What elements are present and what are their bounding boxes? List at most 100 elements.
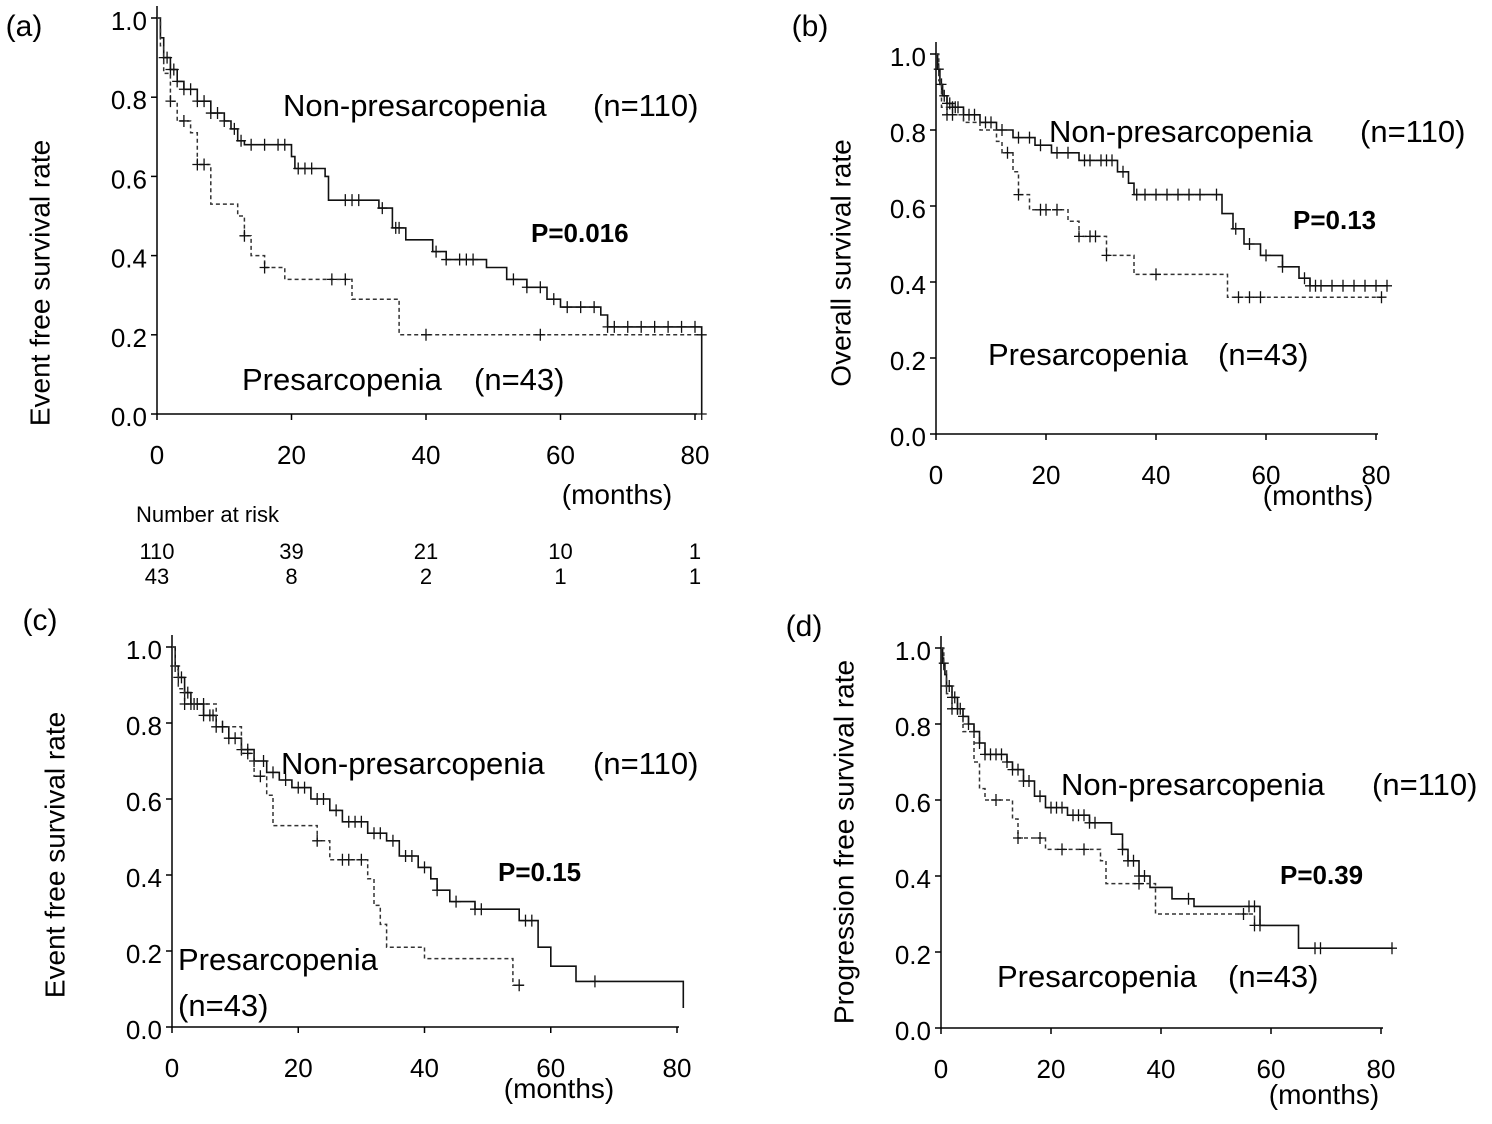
presarcopenia-label: Presarcopenia bbox=[997, 959, 1198, 994]
censor-mark bbox=[239, 229, 250, 242]
censor-mark bbox=[198, 698, 209, 710]
censor-mark bbox=[179, 698, 190, 710]
censor-mark bbox=[1139, 870, 1150, 882]
censor-mark bbox=[1079, 843, 1089, 856]
x-axis-label: (months) bbox=[1263, 480, 1373, 511]
non-presarcopenia-label: Non-presarcopenia bbox=[1061, 767, 1325, 802]
censor-mark bbox=[356, 853, 367, 866]
x-axis-label: (months) bbox=[562, 479, 672, 510]
censor-mark bbox=[340, 273, 351, 286]
x-axis-label: (months) bbox=[504, 1073, 614, 1104]
censor-mark bbox=[1052, 146, 1062, 159]
censor-mark bbox=[255, 770, 266, 783]
censor-mark bbox=[1013, 832, 1023, 844]
censor-mark bbox=[268, 766, 278, 779]
censor-mark bbox=[468, 253, 479, 266]
censor-mark bbox=[1035, 790, 1045, 803]
risk-table-title: Number at risk bbox=[136, 502, 280, 527]
censor-mark bbox=[168, 63, 179, 76]
censor-mark bbox=[1134, 877, 1144, 890]
y-tick-label: 0.6 bbox=[890, 194, 926, 224]
censor-mark bbox=[1151, 188, 1161, 201]
censor-mark bbox=[1162, 188, 1172, 201]
censor-mark bbox=[1085, 154, 1095, 167]
x-tick-label: 40 bbox=[1147, 1054, 1176, 1084]
censor-mark bbox=[1024, 775, 1034, 787]
risk-table-cell: 1 bbox=[554, 564, 566, 589]
censor-mark bbox=[212, 107, 223, 120]
x-tick-label: 40 bbox=[1142, 460, 1171, 490]
risk-table-cell: 10 bbox=[548, 539, 572, 564]
censor-mark bbox=[387, 834, 398, 847]
censor-mark bbox=[649, 320, 660, 333]
p-value: P=0.13 bbox=[1293, 205, 1376, 235]
presarcopenia-curve bbox=[941, 647, 1260, 927]
censor-mark bbox=[939, 89, 950, 102]
non-presarcopenia-n: (n=110) bbox=[1360, 114, 1465, 149]
censor-mark bbox=[441, 253, 452, 266]
non-presarcopenia-n: (n=110) bbox=[593, 746, 698, 781]
censor-mark bbox=[696, 408, 707, 420]
censor-mark bbox=[676, 320, 687, 333]
censor-mark bbox=[199, 95, 210, 108]
y-tick-label: 0.0 bbox=[126, 1015, 162, 1045]
y-tick-label: 1.0 bbox=[126, 635, 162, 665]
censor-mark bbox=[236, 134, 247, 147]
censor-mark bbox=[1360, 279, 1370, 292]
censor-mark bbox=[1002, 756, 1012, 768]
risk-table-cell: 8 bbox=[285, 564, 297, 589]
y-tick-label: 0.2 bbox=[895, 940, 931, 970]
censor-mark bbox=[279, 138, 290, 151]
censor-mark bbox=[1230, 222, 1241, 235]
censor-mark bbox=[696, 328, 707, 341]
risk-table-cell: 2 bbox=[420, 564, 432, 589]
censor-mark bbox=[230, 732, 241, 745]
panel-c: (c) 0.0 0.2 0.4 0.6 0.8 1.0 0 20 40 60 80 (months) Ev… bbox=[23, 604, 699, 1104]
censor-mark bbox=[996, 748, 1007, 761]
y-tick-label: 0.8 bbox=[126, 711, 162, 741]
censor-mark bbox=[548, 293, 559, 306]
censor-mark bbox=[406, 850, 417, 862]
panel-label: (a) bbox=[6, 10, 43, 43]
censor-mark bbox=[535, 328, 546, 341]
censor-mark bbox=[299, 781, 310, 794]
risk-table-cell: 43 bbox=[145, 564, 169, 589]
risk-table-cell: 1 bbox=[689, 564, 701, 589]
censor-mark bbox=[1173, 188, 1183, 201]
presarcopenia-curve bbox=[172, 646, 526, 986]
censor-mark bbox=[217, 720, 228, 733]
x-tick-label: 20 bbox=[1032, 460, 1061, 490]
censor-mark bbox=[589, 301, 600, 314]
censor-mark bbox=[562, 301, 573, 314]
censor-mark bbox=[1118, 165, 1128, 178]
censor-mark bbox=[1244, 238, 1255, 250]
y-tick-label: 0.6 bbox=[111, 164, 147, 194]
censor-mark bbox=[1140, 188, 1150, 201]
x-tick-label: 40 bbox=[412, 440, 441, 470]
censor-mark bbox=[172, 75, 183, 88]
censor-mark bbox=[356, 815, 367, 828]
censor-mark bbox=[432, 884, 443, 897]
censor-mark bbox=[963, 718, 974, 730]
risk-table-cell: 1 bbox=[689, 539, 701, 564]
censor-mark bbox=[259, 261, 270, 274]
censor-mark bbox=[1238, 908, 1249, 920]
censor-mark bbox=[353, 194, 364, 207]
censor-mark bbox=[636, 320, 647, 333]
non-presarcopenia-n: (n=110) bbox=[593, 88, 698, 123]
y-tick-label: 0.4 bbox=[895, 864, 931, 894]
censor-mark bbox=[953, 101, 963, 114]
censor-mark bbox=[280, 774, 291, 786]
censor-mark bbox=[991, 794, 1001, 806]
censor-mark bbox=[589, 975, 600, 988]
censor-mark bbox=[259, 138, 270, 151]
censor-mark bbox=[1349, 279, 1359, 292]
presarcopenia-n: (n=43) bbox=[178, 988, 268, 1023]
y-axis-label: Overall survival rate bbox=[825, 139, 856, 386]
panel-b: (b) 0.0 0.2 0.4 0.6 0.8 1.0 0 20 40 60 80(months) Ov… bbox=[792, 10, 1466, 511]
censor-mark bbox=[1315, 942, 1326, 955]
y-axis-label: Event free survival rate bbox=[39, 712, 70, 998]
censor-mark bbox=[986, 116, 996, 129]
censor-mark bbox=[375, 827, 386, 840]
censor-mark bbox=[521, 281, 532, 294]
